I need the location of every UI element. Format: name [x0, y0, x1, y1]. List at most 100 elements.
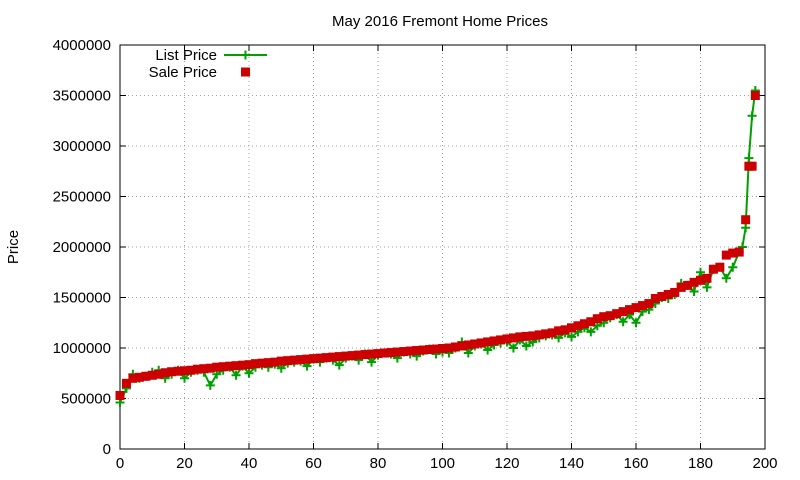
y-tick-label: 3500000: [53, 88, 111, 105]
sale-price-point: [637, 301, 647, 311]
sale-price-point: [592, 314, 602, 324]
grid-lines: [120, 45, 765, 449]
sale-price-point: [270, 357, 280, 367]
x-tick-label: 20: [176, 455, 193, 472]
sale-price-point: [192, 364, 202, 374]
sale-price-point: [296, 355, 306, 365]
sale-price-point: [528, 331, 538, 341]
sale-price-point: [696, 275, 705, 285]
sale-price-point: [605, 311, 615, 321]
sale-price-point: [399, 347, 409, 357]
sale-price-point: [683, 280, 693, 290]
y-tick-label: 3000000: [53, 138, 111, 155]
sale-price-point: [547, 328, 557, 338]
sale-price-point: [128, 373, 138, 383]
sale-price-point: [631, 303, 641, 313]
list-price-point: [631, 318, 641, 328]
sale-price-point: [244, 360, 254, 370]
sale-price-point: [315, 353, 325, 363]
list-price-point: [702, 282, 712, 292]
list-price-point: [231, 370, 241, 380]
sale-price-point: [721, 250, 731, 260]
sale-price-point: [199, 364, 209, 374]
sale-price-point: [167, 367, 177, 377]
x-tick-label: 120: [494, 455, 519, 472]
x-tick-label: 80: [370, 455, 387, 472]
sale-price-point: [367, 349, 377, 359]
sale-price-point: [218, 362, 228, 372]
sale-price-point: [541, 329, 551, 339]
legend-marker-list-price: [241, 50, 250, 60]
x-tick-label: 160: [623, 455, 648, 472]
list-price-point: [244, 368, 254, 378]
list-price-point: [521, 341, 531, 351]
sale-price-point: [283, 356, 293, 366]
sale-price-point: [450, 342, 460, 352]
sale-price-point: [160, 368, 170, 378]
sale-price-point: [212, 362, 222, 372]
list-price-point: [696, 267, 705, 277]
sale-price-point: [276, 356, 286, 366]
sale-price-point: [599, 312, 609, 322]
list-price-point: [463, 348, 473, 358]
sale-price-point: [483, 337, 493, 347]
y-axis-label: Price: [5, 230, 22, 264]
list-price-point: [205, 380, 215, 390]
list-price-point: [747, 111, 757, 121]
sale-price-point: [263, 358, 273, 368]
x-tick-label: 100: [430, 455, 455, 472]
sale-price-point: [676, 282, 686, 292]
sale-price-point: [386, 348, 396, 358]
sale-price-point: [741, 215, 751, 225]
sale-price-point: [392, 347, 402, 357]
sale-price-point: [405, 346, 415, 356]
list-price-point: [180, 373, 189, 383]
sale-price-point: [321, 353, 331, 363]
legend-label-sale-price: Sale Price: [149, 64, 217, 81]
sale-price-point: [379, 348, 389, 358]
sale-price-point: [334, 352, 344, 362]
sale-price-point: [650, 294, 660, 304]
sale-price-point: [431, 344, 441, 354]
sale-price-point: [702, 273, 712, 283]
list-price-point: [721, 273, 731, 283]
y-tick-label: 2500000: [53, 189, 111, 206]
sale-price-point: [708, 264, 718, 274]
sale-price-point: [412, 346, 422, 356]
sale-price-point: [341, 351, 351, 361]
sale-price-point: [457, 341, 467, 351]
sale-price-point: [747, 161, 757, 171]
list-price-point: [741, 223, 751, 233]
sale-price-point: [644, 299, 654, 309]
sale-price-point: [489, 336, 499, 346]
y-tick-label: 2000000: [53, 239, 111, 256]
sale-price-point: [463, 340, 473, 350]
sale-price-point: [231, 361, 241, 371]
list-price-point: [689, 286, 699, 296]
sale-price-point: [347, 351, 357, 361]
sale-price-point: [238, 360, 248, 370]
sale-price-point: [573, 321, 583, 331]
sale-price-point: [470, 339, 480, 349]
legend-label-list-price: List Price: [155, 47, 217, 64]
sale-price-point: [225, 361, 235, 371]
legend: List Price Sale Price: [149, 47, 267, 81]
sale-price-point: [502, 334, 512, 344]
sale-price-point: [115, 390, 125, 400]
sale-price-point: [302, 354, 312, 364]
sale-price-point: [257, 358, 267, 368]
sale-price-point: [354, 350, 364, 360]
sale-price-point: [250, 359, 260, 369]
y-tick-label: 0: [103, 441, 111, 458]
y-tick-label: 1500000: [53, 290, 111, 307]
y-tick-label: 500000: [61, 391, 111, 408]
sale-price-point: [309, 354, 318, 364]
sale-price-point: [444, 343, 454, 353]
sale-price-point: [425, 345, 435, 355]
y-tick-label: 4000000: [53, 37, 111, 54]
sale-price-point: [728, 248, 738, 258]
sale-price-point: [476, 338, 486, 348]
x-tick-label: 140: [559, 455, 584, 472]
sale-price-point: [689, 277, 699, 287]
